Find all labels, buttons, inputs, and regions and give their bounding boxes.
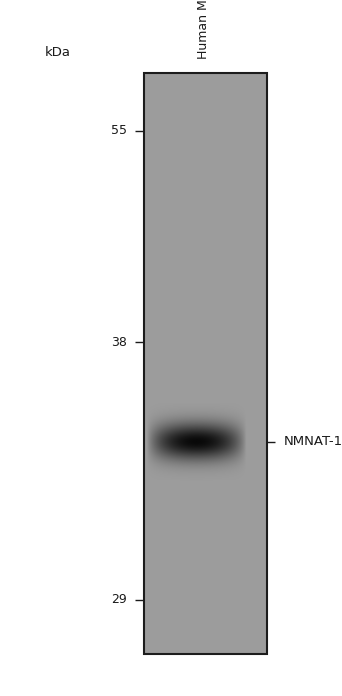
Text: 38: 38 [111, 336, 127, 349]
Bar [144, 73, 267, 654]
Text: Human Muscle: Human Muscle [197, 0, 210, 59]
Text: 29: 29 [111, 594, 127, 606]
Text: 55: 55 [110, 125, 127, 137]
Text: NMNAT-1: NMNAT-1 [284, 436, 342, 448]
Text: kDa: kDa [44, 46, 70, 59]
